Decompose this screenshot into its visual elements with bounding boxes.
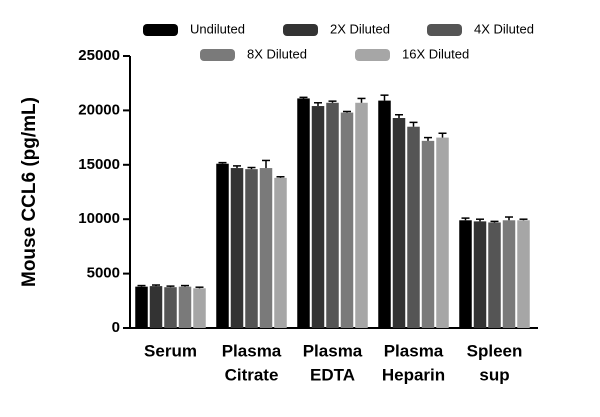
bar xyxy=(392,118,406,329)
bar xyxy=(355,102,368,328)
bar xyxy=(421,140,435,328)
x-tick-label: sup xyxy=(479,365,509,384)
x-tick-label: Citrate xyxy=(225,365,279,384)
bar xyxy=(297,98,310,328)
y-tick-label: 5000 xyxy=(87,265,120,282)
bar xyxy=(164,287,177,328)
y-tick-label: 20000 xyxy=(78,101,120,118)
bar xyxy=(473,221,487,328)
x-tick-label: EDTA xyxy=(310,365,355,384)
bar xyxy=(517,220,530,328)
x-tick-label: Spleen xyxy=(467,341,523,360)
y-tick-label: 15000 xyxy=(78,156,120,173)
x-tick-label: Heparin xyxy=(382,365,445,384)
legend-label: 8X Diluted xyxy=(247,46,307,61)
legend-swatch xyxy=(143,24,178,36)
bar xyxy=(326,102,339,328)
legend-swatch xyxy=(283,24,318,36)
legend-label: 4X Diluted xyxy=(474,21,534,36)
bar xyxy=(340,112,354,329)
y-axis-label: Mouse CCL6 (pg/mL) xyxy=(19,97,40,287)
bar xyxy=(502,220,516,328)
bar xyxy=(459,220,472,328)
bar xyxy=(216,163,229,328)
bar xyxy=(245,169,258,328)
bar xyxy=(193,288,206,328)
y-tick-label: 10000 xyxy=(78,210,120,227)
legend-swatch xyxy=(427,24,462,36)
legend-swatch xyxy=(355,49,390,61)
legend-label: 2X Diluted xyxy=(330,21,390,36)
bar xyxy=(378,100,391,328)
bar xyxy=(436,137,449,328)
y-tick-label: 25000 xyxy=(78,47,120,64)
bar xyxy=(311,106,325,328)
bar xyxy=(274,177,287,328)
y-tick-label: 0 xyxy=(112,319,120,336)
bar xyxy=(488,222,501,328)
bar xyxy=(407,126,420,328)
bar xyxy=(259,168,273,328)
x-tick-label: Serum xyxy=(144,341,197,360)
legend-swatch xyxy=(200,49,235,61)
legend-label: Undiluted xyxy=(190,21,245,36)
x-tick-label: Plasma xyxy=(384,341,444,360)
legend-label: 16X Diluted xyxy=(402,46,469,61)
x-tick-label: Plasma xyxy=(222,341,282,360)
bar xyxy=(230,168,244,328)
bar xyxy=(178,286,192,328)
bar xyxy=(135,286,148,328)
x-tick-label: Plasma xyxy=(303,341,363,360)
bar xyxy=(149,286,163,328)
